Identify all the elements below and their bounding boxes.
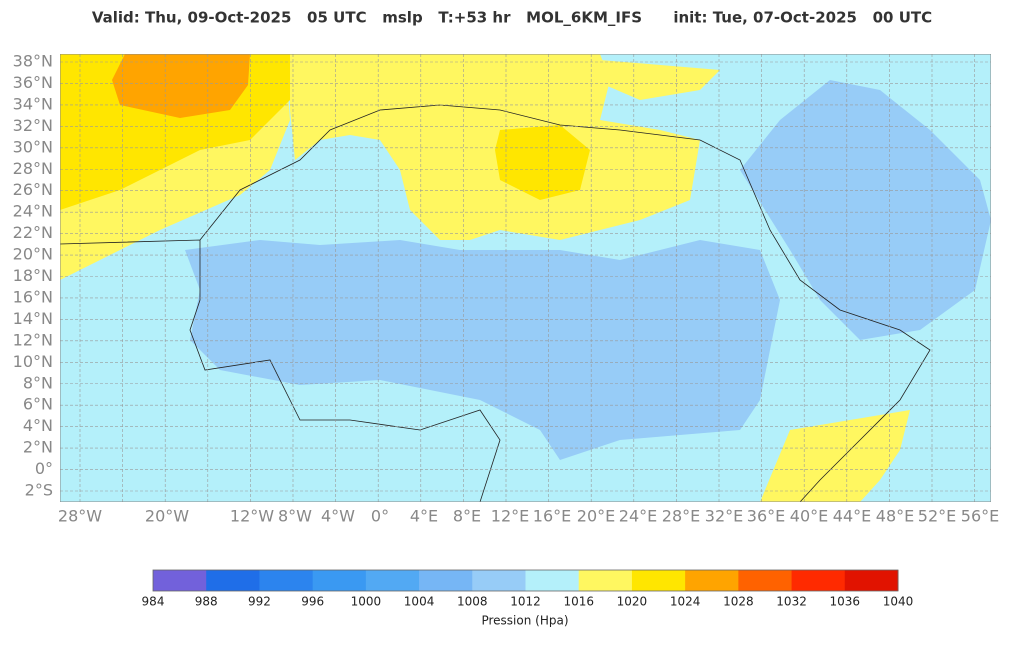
colorbar-tick: 1008 — [457, 595, 488, 609]
colorbar-segment — [578, 570, 633, 591]
colorbar-tick: 1028 — [723, 595, 754, 609]
lon-label: 0° — [371, 507, 389, 526]
lat-label: 2°S — [25, 481, 53, 500]
colorbar-segment — [206, 570, 260, 591]
colorbar-tick: 984 — [142, 595, 165, 609]
lat-label: 6°N — [23, 395, 53, 414]
low-pressure — [740, 80, 991, 340]
lon-label: 20°E — [577, 507, 615, 526]
lon-label: 44°E — [833, 507, 871, 526]
high-pressure — [760, 410, 910, 502]
lat-label: 20°N — [13, 245, 53, 264]
colorbar-frame — [152, 569, 899, 592]
lat-label: 0° — [35, 459, 53, 478]
colorbar-segment — [312, 570, 367, 591]
lat-label: 16°N — [13, 287, 53, 306]
lon-label: 4°E — [410, 507, 438, 526]
map — [60, 54, 991, 502]
lat-label: 36°N — [13, 73, 53, 92]
lat-label: 8°N — [23, 373, 53, 392]
high-pressure — [290, 54, 700, 240]
colorbar-tick: 988 — [195, 595, 218, 609]
colorbar-tick: 992 — [248, 595, 271, 609]
lon-label: 28°W — [58, 507, 102, 526]
lat-label: 18°N — [13, 266, 53, 285]
colorbar-tick: 1000 — [351, 595, 382, 609]
lon-label: 48°E — [876, 507, 914, 526]
lat-label: 26°N — [13, 180, 53, 199]
high-pressure-core — [112, 54, 250, 118]
colorbar-segment — [259, 570, 314, 591]
colorbar-segment — [419, 570, 473, 591]
lon-label: 32°E — [705, 507, 743, 526]
lon-label: 16°E — [533, 507, 571, 526]
lon-label: 4°W — [321, 507, 355, 526]
lat-label: 2°N — [23, 438, 53, 457]
lon-label: 8°E — [453, 507, 481, 526]
coastline — [60, 239, 501, 502]
colorbar-tick: 996 — [301, 595, 324, 609]
lon-label: 8°W — [278, 507, 312, 526]
coastline — [199, 104, 931, 502]
colorbar-tick: 1020 — [617, 595, 648, 609]
lat-label: 24°N — [13, 202, 53, 221]
colorbar-segment — [153, 570, 207, 591]
colorbar-segment — [738, 570, 793, 591]
high-pressure — [600, 60, 720, 100]
lat-label: 4°N — [23, 416, 53, 435]
lat-label: 38°N — [13, 52, 53, 71]
lat-label: 12°N — [13, 330, 53, 349]
lon-label: 20°W — [145, 507, 189, 526]
colorbar-tick: 1024 — [670, 595, 701, 609]
colorbar-tick: 1032 — [776, 595, 807, 609]
lat-label: 30°N — [13, 137, 53, 156]
high-pressure — [495, 125, 590, 200]
colorbar-tick: 1040 — [883, 595, 914, 609]
lat-label: 34°N — [13, 94, 53, 113]
lat-label: 28°N — [13, 159, 53, 178]
lat-label: 22°N — [13, 223, 53, 242]
lon-label: 12°W — [230, 507, 274, 526]
colorbar-segment — [685, 570, 739, 591]
colorbar-segment — [844, 570, 899, 591]
colorbar-segment — [472, 570, 526, 591]
lon-label: 36°E — [747, 507, 785, 526]
colorbar-tick: 1012 — [510, 595, 541, 609]
colorbar-segment — [365, 570, 420, 591]
lon-label: 24°E — [619, 507, 657, 526]
lat-label: 14°N — [13, 309, 53, 328]
colorbar-tick: 1004 — [404, 595, 435, 609]
colorbar-tick: 1036 — [830, 595, 861, 609]
colorbar-segment — [631, 570, 686, 591]
lon-label: 52°E — [918, 507, 956, 526]
lon-label: 12°E — [491, 507, 529, 526]
colorbar-segment — [791, 570, 846, 591]
title: Valid: Thu, 09-Oct-2025 05 UTC mslp T:+5… — [92, 9, 932, 27]
lon-label: 40°E — [790, 507, 828, 526]
colorbar-segment — [525, 570, 580, 591]
colorbar-tick: 1016 — [563, 595, 594, 609]
lon-label: 28°E — [662, 507, 700, 526]
lat-label: 10°N — [13, 352, 53, 371]
lat-label: 32°N — [13, 116, 53, 135]
colorbar-label: Pression (Hpa) — [481, 614, 568, 628]
lon-label: 56°E — [961, 507, 999, 526]
